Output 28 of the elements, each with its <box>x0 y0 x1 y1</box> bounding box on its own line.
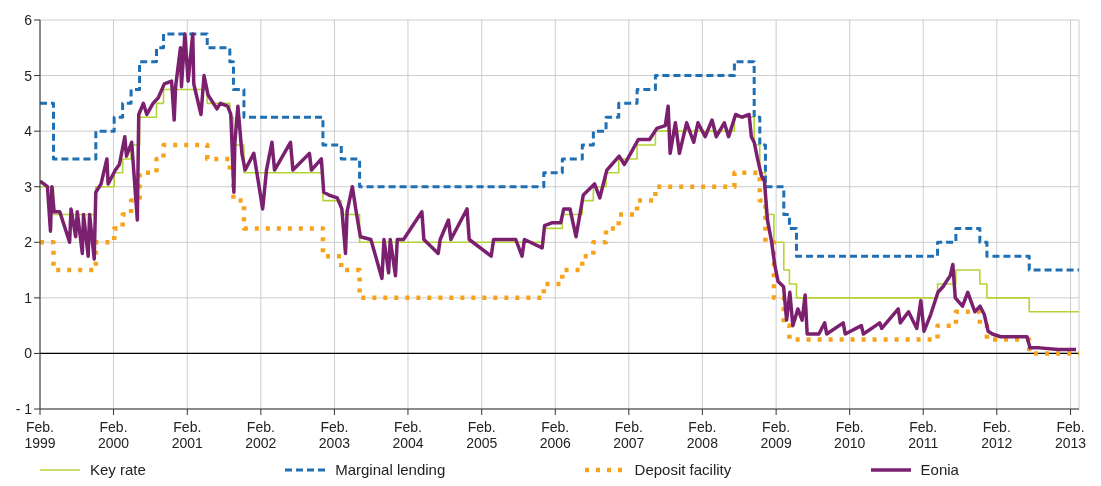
legend-label: Deposit facility <box>634 461 732 478</box>
y-tick-label: 1 <box>24 289 33 306</box>
y-tick-label: 5 <box>24 67 33 84</box>
x-tick-label: Feb. 2008 <box>686 419 719 452</box>
x-tick-label: Feb. 2003 <box>318 419 351 452</box>
x-tick-label: Feb. 2009 <box>760 419 792 452</box>
x-tick-label: Feb. 2007 <box>613 419 645 452</box>
x-tick-label: Feb. 2000 <box>97 419 130 452</box>
line-series <box>40 32 1078 352</box>
x-tick-label: Feb. 2006 <box>539 419 572 452</box>
y-tick-label: 6 <box>24 11 33 28</box>
x-tick-label: Feb. 1999 <box>24 419 56 452</box>
x-tick-label: Feb. 2001 <box>171 419 204 452</box>
legend-label: Key rate <box>90 461 146 478</box>
x-tick-label: Feb. 2013 <box>1054 419 1087 452</box>
x-tick-label: Feb. 2010 <box>834 419 866 452</box>
x-tick-label: Feb. 2011 <box>908 419 939 452</box>
y-tick-label: 2 <box>24 234 33 251</box>
x-tick-label: Feb. 2005 <box>466 419 498 452</box>
y-tick-label: 3 <box>24 178 33 195</box>
legend-label: Marginal lending <box>335 461 446 478</box>
y-tick-label: 4 <box>24 123 33 140</box>
y-tick-label: - 1 <box>15 400 33 417</box>
y-tick-label: 0 <box>24 345 33 362</box>
x-tick-label: Feb. 2004 <box>392 419 424 452</box>
x-tick-label: Feb. 2012 <box>981 419 1013 452</box>
x-tick-label: Feb. 2002 <box>245 419 277 452</box>
legend-label: Eonia <box>920 461 959 478</box>
